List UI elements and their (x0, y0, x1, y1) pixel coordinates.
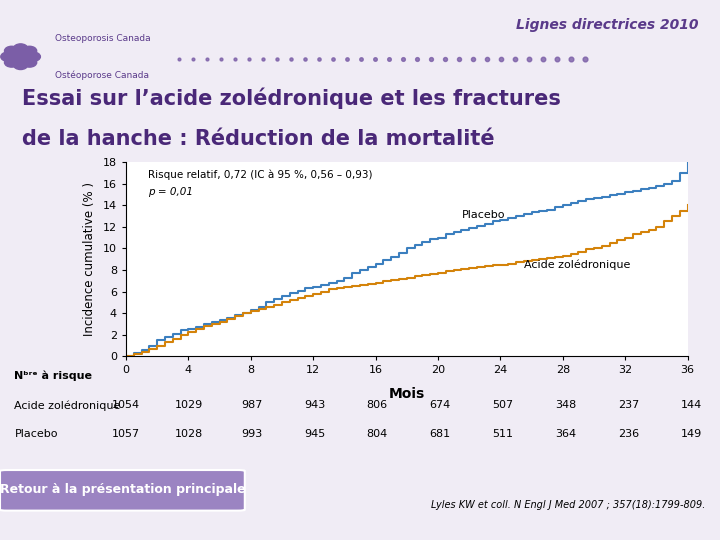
Circle shape (22, 58, 37, 67)
Text: 993: 993 (241, 429, 262, 440)
Text: 144: 144 (680, 400, 702, 410)
Text: Retour à la présentation principale: Retour à la présentation principale (0, 483, 246, 496)
Text: Risque relatif, 0,72 (IC à 95 %, 0,56 – 0,93): Risque relatif, 0,72 (IC à 95 %, 0,56 – … (148, 170, 373, 180)
Text: 1029: 1029 (175, 400, 203, 410)
Text: p = 0,01: p = 0,01 (148, 187, 194, 197)
FancyBboxPatch shape (0, 470, 245, 511)
Point (495, 55, 506, 64)
Text: de la hanche : Réduction de la mortalité: de la hanche : Réduction de la mortalité (22, 129, 494, 148)
Text: 987: 987 (241, 400, 262, 410)
X-axis label: Mois: Mois (389, 387, 425, 401)
Point (257, 55, 269, 64)
Point (453, 55, 464, 64)
Text: 804: 804 (366, 429, 388, 440)
Text: Acide zolédronique: Acide zolédronique (14, 400, 121, 410)
Text: Placebo: Placebo (462, 210, 505, 220)
Text: 237: 237 (618, 400, 639, 410)
Circle shape (4, 58, 19, 67)
Point (438, 55, 450, 64)
Circle shape (11, 51, 30, 63)
Point (537, 55, 549, 64)
Point (327, 55, 338, 64)
Text: Lignes directrices 2010: Lignes directrices 2010 (516, 18, 698, 32)
Point (285, 55, 297, 64)
Text: 149: 149 (680, 429, 702, 440)
Point (229, 55, 240, 64)
Text: 348: 348 (555, 400, 576, 410)
Point (383, 55, 395, 64)
Point (509, 55, 521, 64)
Point (201, 55, 212, 64)
Point (425, 55, 436, 64)
Text: 1054: 1054 (112, 400, 140, 410)
Point (173, 55, 184, 64)
Text: 806: 806 (366, 400, 388, 410)
Text: Acide zolédronique: Acide zolédronique (523, 259, 630, 270)
Text: 943: 943 (304, 400, 325, 410)
Y-axis label: Incidence cumulative (% ): Incidence cumulative (% ) (83, 182, 96, 336)
Circle shape (22, 46, 37, 56)
Text: 1057: 1057 (112, 429, 140, 440)
Point (243, 55, 254, 64)
Point (299, 55, 310, 64)
Point (467, 55, 478, 64)
Text: 236: 236 (618, 429, 639, 440)
Point (355, 55, 366, 64)
Text: 681: 681 (429, 429, 451, 440)
Text: Lyles KW et coll. N Engl J Med 2007 ; 357(18):1799-809.: Lyles KW et coll. N Engl J Med 2007 ; 35… (431, 500, 706, 510)
Text: 511: 511 (492, 429, 513, 440)
Circle shape (14, 44, 28, 53)
Circle shape (1, 52, 15, 62)
Point (341, 55, 352, 64)
Point (313, 55, 325, 64)
Point (523, 55, 534, 64)
Text: 364: 364 (555, 429, 576, 440)
Circle shape (14, 60, 27, 70)
Text: 1028: 1028 (175, 429, 203, 440)
Text: Placebo: Placebo (14, 429, 58, 440)
Point (215, 55, 226, 64)
Point (369, 55, 380, 64)
Point (411, 55, 423, 64)
Circle shape (4, 46, 19, 56)
Text: Osteoporosis Canada: Osteoporosis Canada (55, 33, 151, 43)
Point (481, 55, 492, 64)
Text: 674: 674 (429, 400, 451, 410)
Point (271, 55, 282, 64)
Point (397, 55, 408, 64)
Text: Nᵇʳᵉ à risque: Nᵇʳᵉ à risque (14, 371, 92, 381)
Text: 945: 945 (304, 429, 325, 440)
Text: 507: 507 (492, 400, 513, 410)
Text: Essai sur l’acide zolédronique et les fractures: Essai sur l’acide zolédronique et les fr… (22, 87, 560, 109)
Point (564, 55, 576, 64)
Text: Ostéoporose Canada: Ostéoporose Canada (55, 70, 150, 80)
Point (579, 55, 590, 64)
Circle shape (26, 52, 40, 62)
Point (187, 55, 199, 64)
Point (551, 55, 562, 64)
